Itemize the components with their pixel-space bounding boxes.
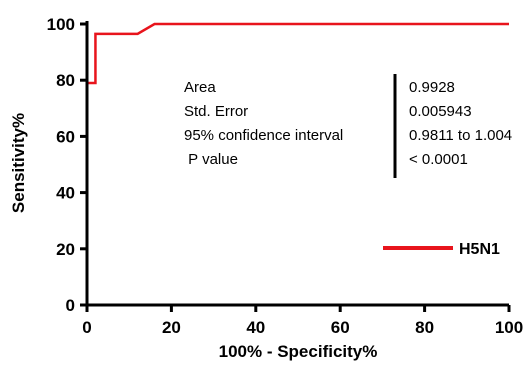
x-tick-label: 80 — [415, 318, 434, 337]
stat-label-confidence-interval: 95% confidence interval — [184, 127, 343, 144]
stats-box: Area Std. Error 95% confidence interval … — [184, 74, 512, 178]
y-tick-label: 20 — [56, 240, 75, 259]
x-axis-ticks: 0 20 40 60 80 100 — [82, 305, 523, 337]
y-tick-label: 100 — [47, 15, 75, 34]
y-tick-label: 80 — [56, 71, 75, 90]
y-tick-label: 60 — [56, 127, 75, 146]
y-axis-title: Sensitivity% — [9, 113, 28, 213]
stat-label-std-error: Std. Error — [184, 103, 248, 120]
y-axis-ticks: 0 20 40 60 80 100 — [47, 15, 87, 315]
stat-value-std-error: 0.005943 — [409, 103, 472, 120]
y-tick-label: 40 — [56, 184, 75, 203]
x-axis-title: 100% - Specificity% — [219, 342, 378, 361]
stat-label-p-value: P value — [184, 151, 238, 168]
legend: H5N1 — [383, 241, 500, 258]
legend-label-h5n1: H5N1 — [459, 241, 500, 258]
x-tick-label: 100 — [495, 318, 523, 337]
stat-value-p-value: < 0.0001 — [409, 151, 468, 168]
stat-value-area: 0.9928 — [409, 79, 455, 96]
x-tick-label: 60 — [331, 318, 350, 337]
x-tick-label: 0 — [82, 318, 91, 337]
stat-value-confidence-interval: 0.9811 to 1.004 — [409, 127, 512, 144]
y-tick-label: 0 — [66, 296, 75, 315]
x-tick-label: 40 — [246, 318, 265, 337]
stat-label-area: Area — [184, 79, 216, 96]
x-tick-label: 20 — [162, 318, 181, 337]
